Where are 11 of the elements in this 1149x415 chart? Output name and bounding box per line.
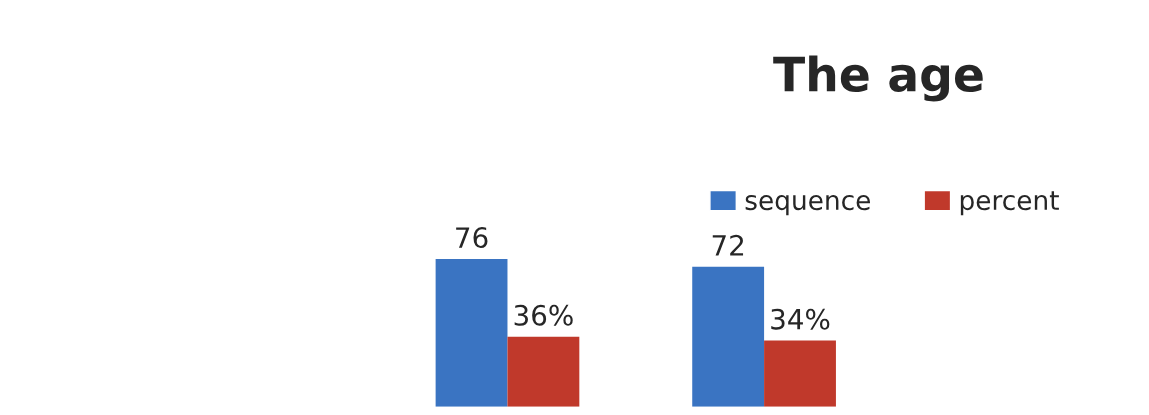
bar bbox=[507, 336, 580, 407]
data-label: 76 bbox=[456, 227, 488, 249]
data-label: 36% bbox=[514, 304, 573, 326]
bar bbox=[692, 266, 765, 407]
bar bbox=[764, 340, 836, 407]
data-label: 34% bbox=[771, 308, 830, 330]
bar bbox=[435, 258, 508, 407]
legend-label: percent bbox=[960, 191, 1059, 216]
legend-label: sequence bbox=[745, 195, 870, 216]
data-label: 72 bbox=[712, 234, 744, 256]
chart-title: The age bbox=[773, 55, 983, 102]
